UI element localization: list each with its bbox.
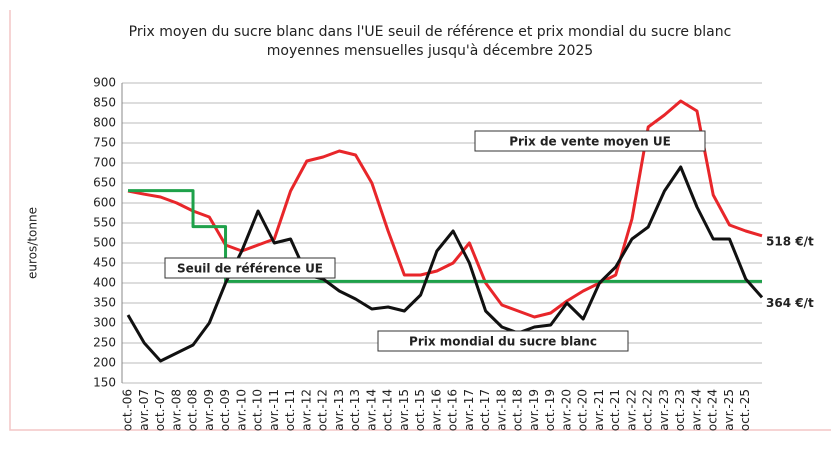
x-tick-label: oct.-08 <box>186 389 200 431</box>
y-tick-label: 900 <box>93 76 116 90</box>
x-tick-label: avr.-10 <box>234 389 248 431</box>
x-tick-label: avr.-25 <box>722 389 736 431</box>
x-tick-label: avr.-12 <box>299 389 313 431</box>
x-tick-label: avr.-19 <box>527 389 541 431</box>
chart-title: Prix moyen du sucre blanc dans l'UE seui… <box>129 24 732 40</box>
x-tick-label: oct.-22 <box>641 389 655 431</box>
y-tick-label: 400 <box>93 276 116 290</box>
y-tick-label: 300 <box>93 316 116 330</box>
x-tick-label: avr.-17 <box>462 389 476 431</box>
y-tick-label: 150 <box>93 376 116 390</box>
x-tick-label: avr.-11 <box>267 389 281 431</box>
x-tick-label: oct.-18 <box>511 389 525 431</box>
series-line <box>127 99 763 319</box>
legend-label: Prix mondial du sucre blanc <box>409 335 597 349</box>
value-label: 364 €/t <box>766 296 814 310</box>
x-tick-label: oct.-24 <box>706 389 720 431</box>
x-tick-label: oct.-21 <box>608 389 622 431</box>
y-tick-label: 350 <box>93 296 116 310</box>
x-tick-label: oct.-17 <box>478 389 492 431</box>
x-tick-label: oct.-25 <box>738 389 752 431</box>
x-tick-label: avr.-07 <box>137 389 151 431</box>
y-tick-label: 650 <box>93 176 116 190</box>
x-tick-label: oct.-07 <box>153 389 167 431</box>
series-line <box>128 189 762 283</box>
x-tick-label: avr.-09 <box>202 389 216 431</box>
legend-label: Seuil de référence UE <box>177 262 323 276</box>
x-tick-label: avr.-15 <box>397 389 411 431</box>
y-tick-label: 200 <box>93 356 116 370</box>
legend-label: Prix de vente moyen UE <box>509 135 671 149</box>
x-tick-label: avr.-21 <box>592 389 606 431</box>
x-tick-label: oct.-11 <box>283 389 297 431</box>
x-tick-label: oct.-23 <box>673 389 687 431</box>
y-tick-label: 800 <box>93 116 116 130</box>
chart-subtitle: moyennes mensuelles jusqu'à décembre 202… <box>267 43 593 59</box>
y-tick-label: 500 <box>93 236 116 250</box>
y-tick-label: 750 <box>93 136 116 150</box>
x-tick-label: oct.-09 <box>218 389 232 431</box>
legend-box <box>377 330 629 352</box>
x-tick-label: avr.-14 <box>364 389 378 431</box>
y-tick-label: 250 <box>93 336 116 350</box>
x-tick-label: oct.-10 <box>251 389 265 431</box>
y-tick-label: 450 <box>93 256 116 270</box>
y-tick-label: 700 <box>93 156 116 170</box>
x-tick-label: oct.-14 <box>381 389 395 431</box>
y-tick-label: 550 <box>93 216 116 230</box>
x-tick-label: avr.-24 <box>689 389 703 431</box>
x-tick-label: avr.-16 <box>429 389 443 431</box>
y-tick-label: 850 <box>93 96 116 110</box>
legend-box <box>474 130 706 152</box>
x-tick-label: avr.-22 <box>624 389 638 431</box>
x-tick-label: oct.-06 <box>121 389 135 431</box>
x-tick-label: avr.-08 <box>169 389 183 431</box>
x-tick-label: avr.-20 <box>559 389 573 431</box>
x-tick-label: avr.-13 <box>332 389 346 431</box>
x-tick-label: oct.-15 <box>413 389 427 431</box>
x-tick-label: oct.-20 <box>576 389 590 431</box>
x-tick-label: oct.-13 <box>348 389 362 431</box>
x-tick-label: oct.-16 <box>446 389 460 431</box>
frame <box>9 10 831 431</box>
legend-box <box>164 257 336 279</box>
x-tick-label: oct.-12 <box>316 389 330 431</box>
y-tick-label: 600 <box>93 196 116 210</box>
value-label: 518 €/t <box>766 234 814 248</box>
y-axis-label: euros/tonne <box>26 207 40 279</box>
x-tick-label: avr.-23 <box>657 389 671 431</box>
x-tick-label: avr.-18 <box>494 389 508 431</box>
x-tick-label: oct.-19 <box>543 389 557 431</box>
